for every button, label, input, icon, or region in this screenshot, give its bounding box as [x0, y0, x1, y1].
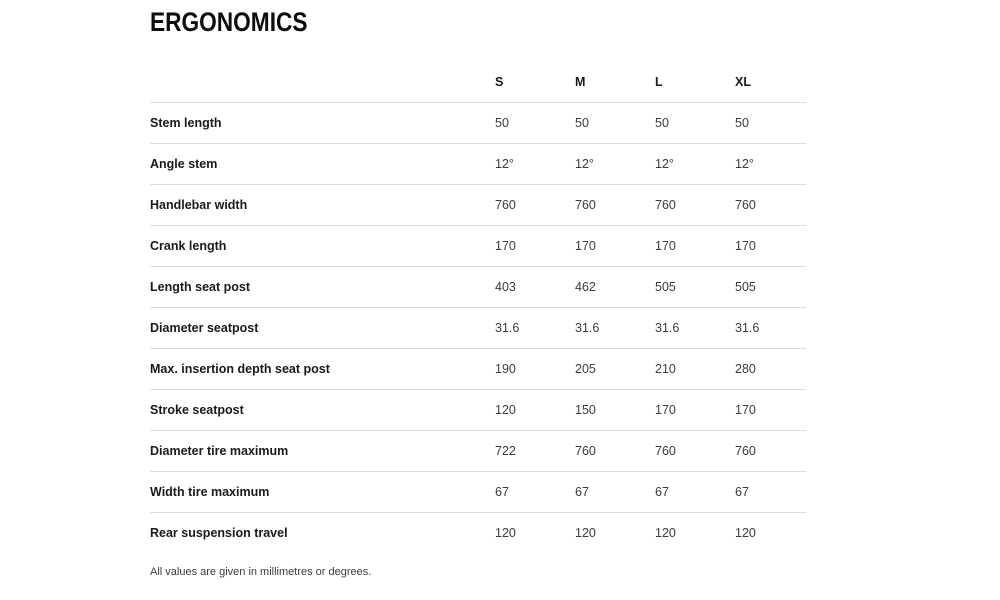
- cell-value: 722: [495, 444, 516, 458]
- table-body: Stem length 50 50 50 50 Angle stem 12° 12° 12° 12…: [150, 102, 806, 553]
- table-row: Stem length 50 50 50 50: [150, 102, 806, 143]
- cell-value: 67: [575, 485, 589, 499]
- column-header-xl: XL: [735, 75, 751, 89]
- table-row: Diameter tire maximum 722 760 760 760: [150, 430, 806, 471]
- cell-value: 760: [735, 444, 756, 458]
- cell-value: 50: [655, 116, 669, 130]
- cell-value: 31.6: [735, 321, 760, 335]
- row-label: Handlebar width: [150, 198, 248, 212]
- units-footnote: All values are given in millimetres or d…: [150, 566, 372, 578]
- row-label: Stroke seatpost: [150, 403, 244, 417]
- cell-value: 505: [735, 280, 756, 294]
- cell-value: 760: [735, 198, 756, 212]
- cell-value: 170: [495, 239, 516, 253]
- table-row: Angle stem 12° 12° 12° 12°: [150, 143, 806, 184]
- row-label: Width tire maximum: [150, 485, 270, 499]
- table-header-row: S M L XL: [150, 62, 806, 102]
- page-title: ERGONOMICS: [150, 7, 308, 37]
- cell-value: 120: [495, 526, 516, 540]
- cell-value: 170: [735, 239, 756, 253]
- row-label: Crank length: [150, 239, 227, 253]
- cell-value: 760: [655, 198, 676, 212]
- table-row: Diameter seatpost 31.6 31.6 31.6 31.6: [150, 307, 806, 348]
- row-label: Stem length: [150, 116, 222, 130]
- row-label: Length seat post: [150, 280, 251, 294]
- cell-value: 50: [735, 116, 749, 130]
- cell-value: 31.6: [655, 321, 680, 335]
- cell-value: 150: [575, 403, 596, 417]
- cell-value: 50: [495, 116, 509, 130]
- row-label: Max. insertion depth seat post: [150, 362, 330, 376]
- column-header-s: S: [495, 75, 504, 89]
- cell-value: 120: [735, 526, 756, 540]
- cell-value: 760: [575, 198, 596, 212]
- cell-value: 403: [495, 280, 516, 294]
- ergonomics-table: S M L XL Stem length 50 50 50 50 Angle stem 12…: [150, 62, 806, 553]
- cell-value: 280: [735, 362, 756, 376]
- table-row: Rear suspension travel 120 120 120 120: [150, 512, 806, 553]
- cell-value: 12°: [735, 157, 754, 171]
- row-label: Rear suspension travel: [150, 526, 288, 540]
- table-row: Handlebar width 760 760 760 760: [150, 184, 806, 225]
- column-header-m: M: [575, 75, 586, 89]
- cell-value: 67: [735, 485, 749, 499]
- spec-section: ERGONOMICS S M L XL Stem length 50 50 50 50 A…: [150, 6, 806, 578]
- row-label: Angle stem: [150, 157, 218, 171]
- cell-value: 205: [575, 362, 596, 376]
- cell-value: 31.6: [575, 321, 600, 335]
- table-row: Length seat post 403 462 505 505: [150, 266, 806, 307]
- cell-value: 12°: [575, 157, 594, 171]
- cell-value: 760: [655, 444, 676, 458]
- cell-value: 170: [655, 403, 676, 417]
- cell-value: 120: [575, 526, 596, 540]
- cell-value: 12°: [655, 157, 674, 171]
- table-row: Stroke seatpost 120 150 170 170: [150, 389, 806, 430]
- cell-value: 170: [655, 239, 676, 253]
- row-label: Diameter tire maximum: [150, 444, 289, 458]
- cell-value: 210: [655, 362, 676, 376]
- cell-value: 760: [495, 198, 516, 212]
- table-row: Width tire maximum 67 67 67 67: [150, 471, 806, 512]
- cell-value: 760: [575, 444, 596, 458]
- cell-value: 505: [655, 280, 676, 294]
- cell-value: 462: [575, 280, 596, 294]
- cell-value: 170: [735, 403, 756, 417]
- cell-value: 67: [495, 485, 509, 499]
- column-header-l: L: [655, 75, 663, 89]
- cell-value: 31.6: [495, 321, 520, 335]
- cell-value: 67: [655, 485, 669, 499]
- row-label: Diameter seatpost: [150, 321, 259, 335]
- cell-value: 170: [575, 239, 596, 253]
- cell-value: 12°: [495, 157, 514, 171]
- cell-value: 190: [495, 362, 516, 376]
- table-row: Crank length 170 170 170 170: [150, 225, 806, 266]
- cell-value: 120: [655, 526, 676, 540]
- cell-value: 120: [495, 403, 516, 417]
- table-row: Max. insertion depth seat post 190 205 210 2…: [150, 348, 806, 389]
- cell-value: 50: [575, 116, 589, 130]
